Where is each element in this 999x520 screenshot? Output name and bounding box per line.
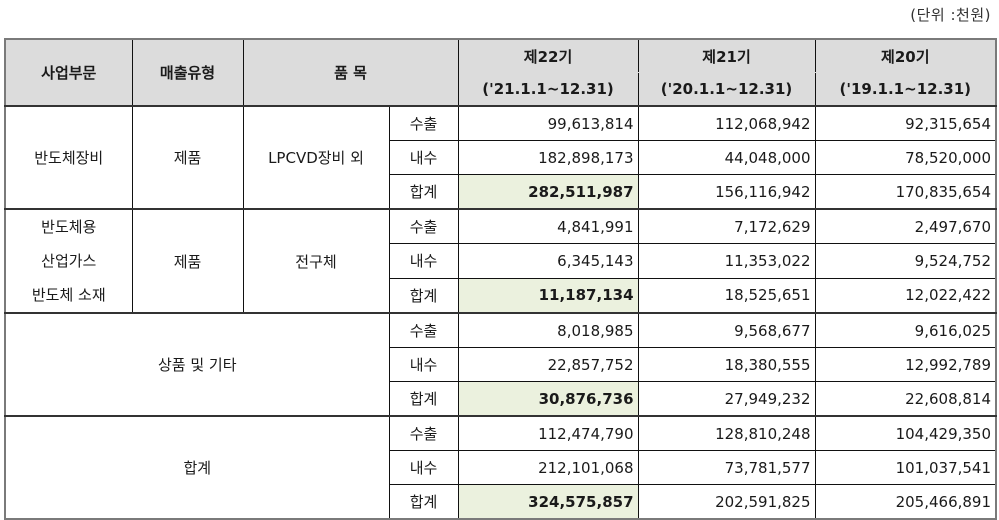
- header-period-21: 제21기: [637, 38, 816, 73]
- segment-line: 반도체용: [41, 218, 97, 236]
- value-cell: 101,037,541: [814, 450, 997, 485]
- value-cell: 6,345,143: [457, 243, 639, 279]
- unit-label: (단위 :천원): [910, 6, 991, 24]
- highlight-total-cell: 11,187,134: [457, 277, 639, 314]
- table-row: 반도체장비 제품 LPCVD장비 외 수출 99,613,814 112,068…: [4, 105, 997, 210]
- value-cell: 156,116,942: [637, 174, 816, 210]
- value-cell: 78,520,000: [814, 140, 997, 175]
- segment-cell: 반도체장비: [4, 105, 133, 210]
- value-cell: 182,898,173: [457, 140, 639, 175]
- header-period-20: 제20기: [814, 38, 997, 73]
- row-type: 수출: [388, 208, 459, 245]
- table-row: 내수 6,345,143 11,353,022 9,524,752: [5, 243, 997, 279]
- table-row: 상품 및 기타 수출 8,018,985 9,568,677 9,616,025: [4, 312, 997, 417]
- value-cell: 11,353,022: [637, 243, 816, 279]
- item-cell: LPCVD장비 외: [242, 105, 390, 210]
- value-cell: 9,524,752: [814, 243, 997, 279]
- table-row: 내수 212,101,068 73,781,577 101,037,541: [5, 450, 997, 485]
- value-cell: 104,429,350: [814, 415, 997, 451]
- row-type: 합계: [388, 277, 459, 314]
- value-cell: 212,101,068: [457, 450, 639, 485]
- row-type: 내수: [388, 347, 459, 382]
- value-cell: 18,380,555: [637, 347, 816, 382]
- header-item: 품 목: [242, 38, 459, 107]
- table-row: 합계 수출 112,474,790 128,810,248 104,429,35…: [4, 415, 997, 520]
- table-row: 합계 282,511,987 156,116,942 170,835,654: [5, 174, 997, 210]
- segment-line: 산업가스: [41, 252, 97, 270]
- row-type: 내수: [388, 450, 459, 485]
- value-cell: 9,568,677: [637, 312, 816, 348]
- value-cell: 2,497,670: [814, 208, 997, 245]
- header-range-22: ('21.1.1~12.31): [457, 72, 639, 107]
- table-row: 반도체용 산업가스 반도체 소재 제품 전구체 수출 4,841,991 7,1…: [4, 208, 997, 314]
- sales-table: 사업부문 매출유형 품 목 제22기 제21기 제20기 ('21.1.1~12…: [4, 38, 998, 520]
- value-cell: 22,608,814: [814, 381, 997, 417]
- table-row: 합계 324,575,857 202,591,825 205,466,891: [5, 484, 997, 520]
- value-cell: 12,022,422: [814, 277, 997, 314]
- header-range-20: ('19.1.1~12.31): [814, 72, 997, 107]
- value-cell: 112,068,942: [637, 105, 816, 141]
- header-row: 사업부문 매출유형 품 목 제22기 제21기 제20기: [4, 38, 997, 107]
- value-cell: 18,525,651: [637, 277, 816, 314]
- row-type: 합계: [388, 381, 459, 417]
- highlight-total-cell: 30,876,736: [457, 381, 639, 417]
- sales-type-cell: 제품: [131, 105, 244, 210]
- value-cell: 12,992,789: [814, 347, 997, 382]
- highlight-total-cell: 282,511,987: [457, 174, 639, 210]
- table-row: 합계 30,876,736 27,949,232 22,608,814: [5, 381, 997, 417]
- table-row: 내수 182,898,173 44,048,000 78,520,000: [5, 140, 997, 175]
- row-type: 합계: [388, 484, 459, 520]
- value-cell: 112,474,790: [457, 415, 639, 451]
- row-type: 수출: [388, 415, 459, 451]
- value-cell: 22,857,752: [457, 347, 639, 382]
- header-segment: 사업부문: [4, 38, 133, 107]
- segment-cell: 반도체용 산업가스 반도체 소재: [4, 208, 133, 314]
- row-type: 수출: [388, 105, 459, 141]
- item-cell: 전구체: [242, 208, 390, 314]
- segment-cell: 상품 및 기타: [4, 312, 390, 417]
- value-cell: 170,835,654: [814, 174, 997, 210]
- row-type: 수출: [388, 312, 459, 348]
- value-cell: 205,466,891: [814, 484, 997, 520]
- header-row-ranges: ('21.1.1~12.31) ('20.1.1~12.31) ('19.1.1…: [5, 72, 997, 107]
- header-sales-type: 매출유형: [131, 38, 244, 107]
- value-cell: 27,949,232: [637, 381, 816, 417]
- value-cell: 7,172,629: [637, 208, 816, 245]
- value-cell: 44,048,000: [637, 140, 816, 175]
- table-row: 합계 11,187,134 18,525,651 12,022,422: [5, 277, 997, 314]
- value-cell: 9,616,025: [814, 312, 997, 348]
- sales-type-cell: 제품: [131, 208, 244, 314]
- header-range-21: ('20.1.1~12.31): [637, 72, 816, 107]
- header-period-22: 제22기: [457, 38, 639, 73]
- value-cell: 73,781,577: [637, 450, 816, 485]
- row-type: 합계: [388, 174, 459, 210]
- row-type: 내수: [388, 140, 459, 175]
- value-cell: 8,018,985: [457, 312, 639, 348]
- highlight-total-cell: 324,575,857: [457, 484, 639, 520]
- segment-line: 반도체 소재: [31, 286, 106, 304]
- row-type: 내수: [388, 243, 459, 279]
- segment-cell: 합계: [4, 415, 390, 520]
- value-cell: 99,613,814: [457, 105, 639, 141]
- value-cell: 202,591,825: [637, 484, 816, 520]
- value-cell: 92,315,654: [814, 105, 997, 141]
- table-row: 내수 22,857,752 18,380,555 12,992,789: [5, 347, 997, 382]
- value-cell: 4,841,991: [457, 208, 639, 245]
- value-cell: 128,810,248: [637, 415, 816, 451]
